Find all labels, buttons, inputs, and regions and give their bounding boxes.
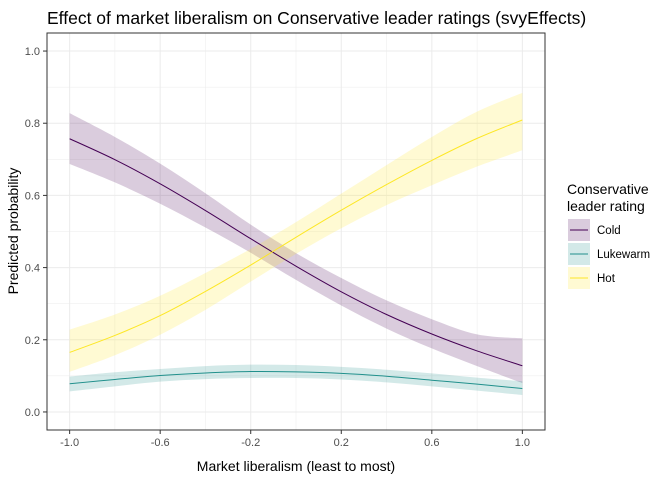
x-tick-label: 0.6 <box>424 437 439 449</box>
y-tick-label: 0.2 <box>25 335 40 347</box>
y-axis: 0.0 0.2 0.4 0.6 0.8 1.0 <box>25 46 47 419</box>
x-axis: -1.0 -0.6 -0.2 0.2 0.6 1.0 <box>60 430 530 449</box>
series-line-hot <box>69 119 523 353</box>
series-line-lukewarm <box>69 370 523 389</box>
ribbon-lukewarm <box>69 364 523 395</box>
grid-major <box>47 33 545 430</box>
legend-title-line-1: Conservative <box>567 181 649 197</box>
x-tick-label: 1.0 <box>515 437 530 449</box>
legend-label-lukewarm: Lukewarm <box>597 249 650 261</box>
y-tick-label: 0.0 <box>25 407 40 419</box>
y-tick-label: 0.6 <box>25 190 40 202</box>
series-line-cold <box>69 138 523 367</box>
legend-items: Cold Lukewarm Hot <box>568 219 650 289</box>
ribbon-hot <box>69 92 523 372</box>
y-tick-label: 1.0 <box>25 46 40 58</box>
x-tick-label: -0.6 <box>151 437 170 449</box>
legend: Conservative leader rating Cold Lukewarm H… <box>567 181 650 289</box>
y-axis-title: Predicted probability <box>5 168 21 295</box>
confidence-ribbons <box>69 92 523 395</box>
legend-title-line-2: leader rating <box>567 198 645 214</box>
x-tick-label: -0.2 <box>241 437 260 449</box>
legend-label-hot: Hot <box>597 273 616 285</box>
y-tick-label: 0.4 <box>25 263 40 275</box>
x-axis-title: Market liberalism (least to most) <box>197 458 395 474</box>
plot-area <box>46 32 546 431</box>
chart-title: Effect of market liberalism on Conservat… <box>47 8 586 28</box>
ribbon-cold <box>69 113 523 384</box>
y-tick-label: 0.8 <box>25 118 40 130</box>
x-tick-label: 0.2 <box>334 437 349 449</box>
x-tick-label: -1.0 <box>60 437 79 449</box>
legend-label-cold: Cold <box>597 225 621 237</box>
plot-border <box>46 32 546 431</box>
grid-minor <box>47 33 545 430</box>
series-lines <box>69 119 523 389</box>
